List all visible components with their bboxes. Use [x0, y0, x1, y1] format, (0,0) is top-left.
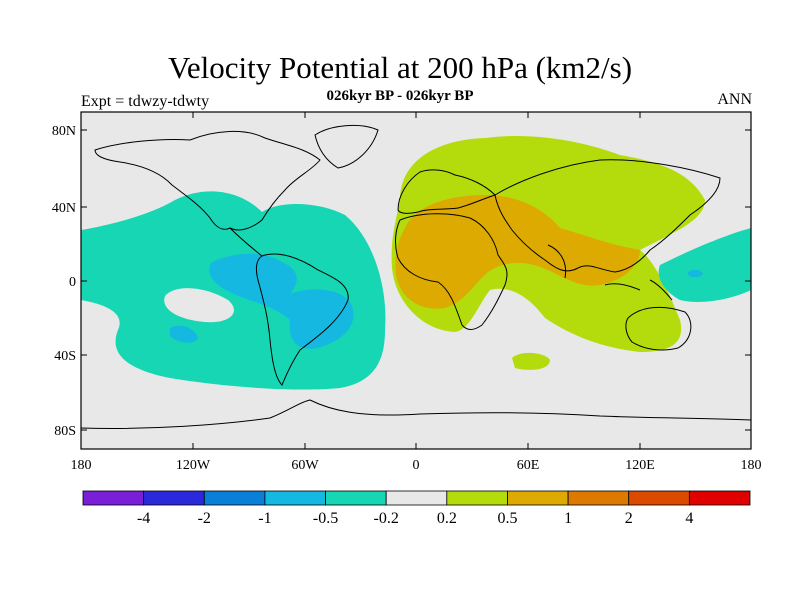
lat-tick-label: 0: [69, 275, 76, 290]
colorbar-swatch: [688, 490, 751, 506]
lat-tick-label: 40S: [54, 349, 76, 364]
colorbar-label: 1: [564, 510, 572, 527]
coast-africa: [395, 213, 508, 330]
colorbar-label: 4: [685, 510, 693, 527]
coast-central-america: [229, 227, 263, 257]
coast-maritime-continent: [604, 279, 673, 301]
latitude-axis: 80N 40N 0 40S 80S: [52, 124, 751, 439]
region-americas-core-negative: [209, 253, 354, 349]
colorbar-swatch: [628, 490, 690, 506]
region-south-indian-positive: [512, 352, 550, 370]
colorbar-swatch: [385, 490, 448, 506]
longitude-axis: 180 120W 60W 0 60E 120E 180: [71, 112, 762, 473]
colorbar-swatch: [446, 490, 508, 506]
colorbar-label: -2: [198, 510, 211, 527]
coast-india: [547, 244, 567, 279]
season-label: ANN: [717, 91, 752, 108]
experiment-label: Expt = tdwzy-tdwty: [81, 93, 210, 110]
colorbar-label: 2: [625, 510, 633, 527]
contour-fill-layer: [81, 135, 751, 390]
colorbar: -4 -2 -1 -0.5 -0.2 0.2 0.5 1 2 4: [82, 490, 751, 527]
coast-australia: [625, 306, 692, 351]
colorbar-label: -0.2: [374, 510, 399, 527]
coast-south-america: [255, 253, 349, 386]
colorbar-swatch: [507, 490, 569, 506]
region-west-pacific-negative: [658, 228, 751, 302]
lon-tick-label: 60E: [517, 458, 540, 473]
coast-antarctica: [81, 399, 751, 429]
lon-tick-label: 0: [413, 458, 420, 473]
coast-north-america: [94, 130, 321, 231]
colorbar-label: -4: [137, 510, 150, 527]
region-small-negative-patch: [170, 325, 198, 343]
coast-asia: [494, 159, 721, 273]
coastlines: [81, 125, 751, 429]
lon-tick-label: 120W: [176, 458, 211, 473]
colorbar-label: -0.5: [313, 510, 338, 527]
colorbar-swatch: [567, 490, 630, 506]
region-africa-arabia-core-positive: [395, 195, 640, 309]
region-west-pacific-core-patch: [688, 269, 703, 278]
main-title: Velocity Potential at 200 hPa (km2/s): [167, 50, 633, 85]
colorbar-swatch: [203, 490, 266, 506]
colorbar-label: -1: [258, 510, 271, 527]
lon-tick-label: 180: [71, 458, 92, 473]
lat-tick-label: 40N: [52, 201, 76, 216]
near-zero-pocket: [164, 288, 234, 323]
lon-tick-label: 60W: [291, 458, 319, 473]
coast-greenland: [314, 125, 379, 169]
lat-tick-label: 80N: [52, 124, 76, 139]
subtitle: 026kyr BP - 026kyr BP: [326, 88, 474, 104]
colorbar-label: 0.2: [437, 510, 457, 527]
colorbar-swatch: [82, 490, 145, 506]
colorbar-swatch: [143, 490, 205, 506]
colorbar-swatch: [264, 490, 326, 506]
lon-tick-label: 180: [741, 458, 762, 473]
lat-tick-label: 80S: [54, 424, 76, 439]
colorbar-label: 0.5: [497, 510, 517, 527]
colorbar-swatch: [325, 490, 387, 506]
lon-tick-label: 120E: [625, 458, 655, 473]
